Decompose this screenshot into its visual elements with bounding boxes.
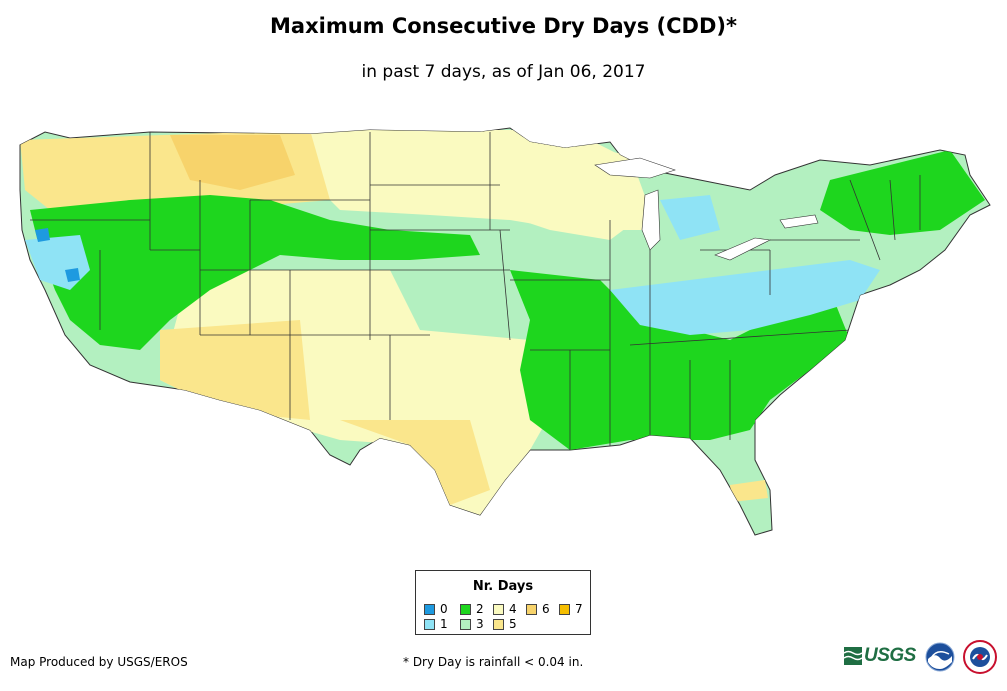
legend-item-7: 7	[559, 603, 583, 616]
legend-item-2: 2	[460, 603, 484, 616]
region-1-days-michigan	[660, 195, 720, 240]
usgs-logo: USGS	[844, 644, 918, 668]
dry-day-note: * Dry Day is rainfall < 0.04 in.	[403, 655, 584, 669]
legend-item-4: 4	[493, 603, 517, 616]
region-2-days-midsouth	[510, 270, 850, 450]
lake-superior	[594, 157, 676, 179]
legend-swatch-1	[424, 619, 435, 630]
usgs-wave-icon	[844, 647, 862, 665]
legend-swatch-4	[493, 604, 504, 615]
region-2-days-west	[30, 195, 480, 350]
credit-text: Map Produced by USGS/EROS	[10, 655, 188, 669]
legend-label-3: 3	[476, 617, 484, 631]
usgs-wordmark: USGS	[864, 645, 916, 666]
state-boundaries	[30, 132, 921, 450]
region-2-days-northeast	[820, 150, 985, 235]
nws-logo	[963, 640, 997, 674]
lake-michigan	[641, 189, 661, 251]
legend-label-5: 5	[509, 617, 517, 631]
legend-swatch-0	[424, 604, 435, 615]
legend-item-0: 0	[424, 603, 448, 616]
legend-label-6: 6	[542, 602, 550, 616]
legend-swatch-7	[559, 604, 570, 615]
legend-item-1: 1	[424, 618, 448, 631]
legend-label-7: 7	[575, 602, 583, 616]
legend-label-4: 4	[509, 602, 517, 616]
lake-ontario	[779, 214, 819, 229]
map-subtitle: in past 7 days, as of Jan 06, 2017	[361, 62, 646, 82]
legend-swatch-2	[460, 604, 471, 615]
legend-label-1: 1	[440, 617, 448, 631]
legend-swatch-3	[460, 619, 471, 630]
legend: Nr. Days 0 1 2 3 4 5 6 7	[415, 570, 591, 635]
legend-swatch-5	[493, 619, 504, 630]
legend-label-2: 2	[476, 602, 484, 616]
region-1-days-ohio-valley	[610, 260, 880, 335]
region-5-days-florida	[730, 480, 768, 502]
legend-item-5: 5	[493, 618, 517, 631]
us-dry-days-map	[19, 127, 991, 536]
map-title: Maximum Consecutive Dry Days (CDD)*	[270, 14, 737, 38]
region-4-days-upper-midwest	[480, 130, 650, 240]
legend-item-6: 6	[526, 603, 550, 616]
region-0-days-spot-oregon	[35, 228, 50, 242]
lake-erie	[714, 237, 772, 261]
region-0-days-spot	[65, 268, 80, 282]
legend-item-3: 3	[460, 618, 484, 631]
noaa-logo	[925, 642, 955, 672]
legend-title: Nr. Days	[472, 579, 534, 594]
legend-label-0: 0	[440, 602, 448, 616]
region-5-days-texas	[340, 420, 490, 505]
region-6-days-montana	[170, 135, 295, 190]
legend-swatch-6	[526, 604, 537, 615]
